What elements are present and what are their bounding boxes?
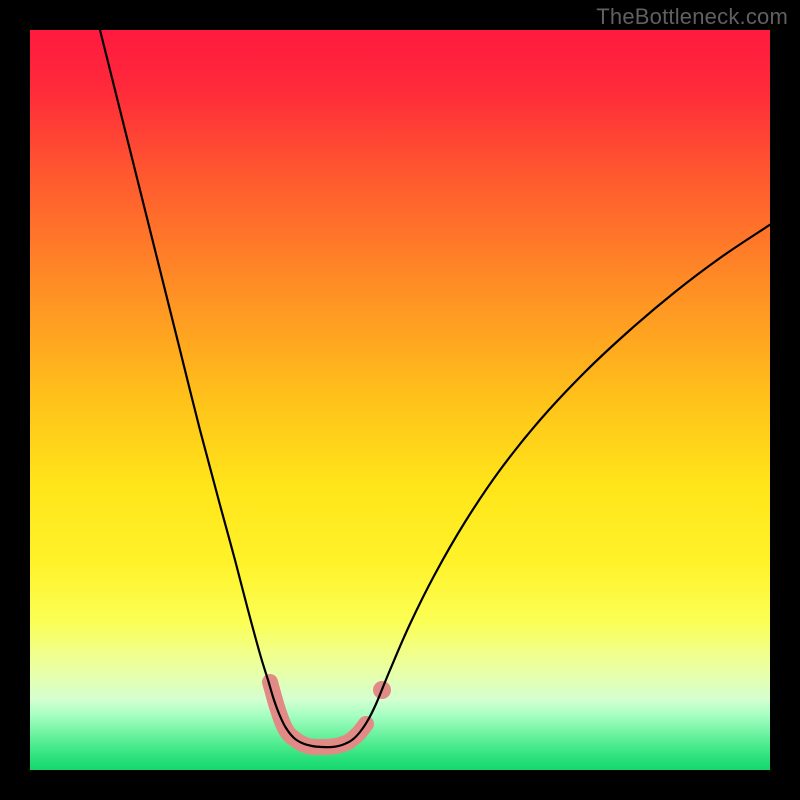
bottleneck-curve: [100, 30, 770, 747]
watermark-text: TheBottleneck.com: [596, 4, 788, 30]
bottleneck-marker-line: [270, 682, 366, 747]
curve-layer: [30, 30, 770, 770]
plot-area: [30, 30, 770, 770]
chart-frame: TheBottleneck.com: [0, 0, 800, 800]
